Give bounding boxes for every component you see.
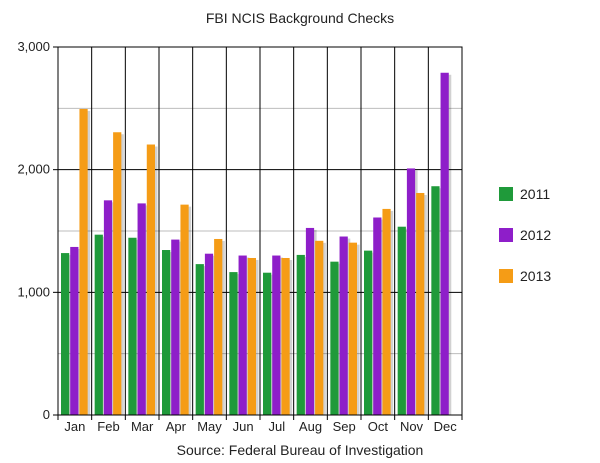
bar-2011-mar [128,237,137,415]
bar-2012-mar [137,203,146,415]
bar-2013-nov [416,192,425,415]
y-tick-label: 3,000 [17,39,50,54]
x-tick-label: Sep [333,419,356,434]
bar-2011-apr [162,250,171,415]
bar-2013-jul [281,257,290,415]
x-tick-label: Feb [97,419,119,434]
x-tick-label: Dec [434,419,458,434]
y-axis-ticks: 0 1,000 2,000 3,000 [17,39,58,422]
bar-2012-jun [238,255,247,415]
bar-2011-may [195,264,204,415]
bar-2012-jul [272,255,281,415]
bar-2011-nov [397,226,406,415]
legend-swatch-2011 [499,187,513,201]
chart-title: FBI NCIS Background Checks [206,10,394,26]
legend-swatch-2013 [499,269,513,283]
bar-2013-sep [348,242,357,415]
legend-swatch-2012 [499,228,513,242]
chart-source: Source: Federal Bureau of Investigation [177,442,424,458]
x-tick-label: Jun [233,419,254,434]
bar-2012-may [204,253,214,415]
bar-2012-dec [440,72,449,415]
bar-2012-feb [103,200,113,415]
x-tick-label: May [197,419,222,434]
bar-2012-aug [305,227,315,415]
bar-2012-apr [171,239,180,415]
bar-2013-oct [382,208,391,415]
bar-2011-jan [61,253,70,415]
bar-2011-jul [263,272,272,415]
bar-2012-oct [373,217,382,415]
legend-label-2011: 2011 [520,186,550,202]
x-tick-label: Jan [64,419,85,434]
bar-2012-sep [339,236,348,415]
x-tick-label: Oct [368,419,389,434]
legend-label-2013: 2013 [520,268,551,284]
bar-2012-jan [70,246,79,415]
bar-2013-may [214,238,223,415]
bar-2011-sep [330,261,339,415]
bar-2013-apr [180,204,189,415]
bar-2013-aug [315,240,324,415]
bar-2013-mar [146,144,155,415]
x-tick-label: Nov [400,419,424,434]
bars [61,72,452,416]
x-tick-label: Apr [166,419,187,434]
bar-2011-oct [364,250,373,415]
bar-2011-feb [94,234,103,415]
x-tick-label: Aug [299,419,322,434]
bar-2013-jun [247,257,256,415]
x-axis-ticks: Jan Feb Mar Apr May Jun Jul Aug Sep Oct Nov Dec [57,415,463,434]
y-tick-label: 0 [43,407,50,422]
y-tick-label: 2,000 [17,162,50,177]
bar-2011-aug [296,254,305,415]
x-tick-label: Mar [131,419,154,434]
bar-2011-dec [431,186,440,415]
x-tick-label: Jul [269,419,286,434]
bar-2012-nov [406,168,416,415]
legend: 2011 2012 2013 [499,186,551,284]
legend-label-2012: 2012 [520,227,551,243]
bar-2013-jan [79,108,88,416]
bar-2011-jun [229,272,238,415]
y-tick-label: 1,000 [17,284,50,299]
bar-2013-feb [113,132,122,415]
